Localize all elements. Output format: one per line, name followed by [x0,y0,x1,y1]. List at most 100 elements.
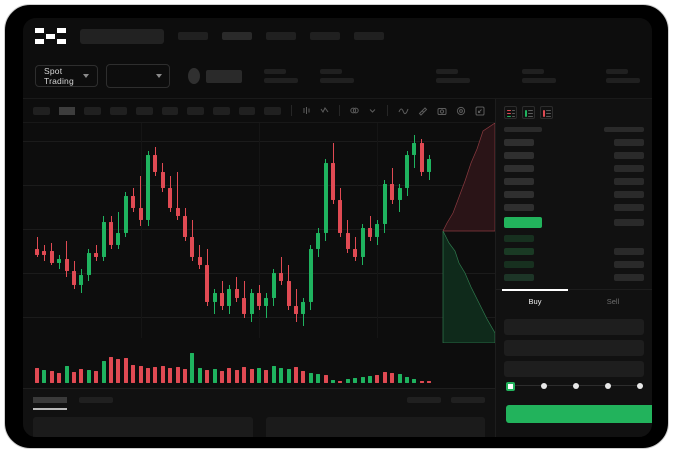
volume-bar [146,368,150,383]
line-chart-icon[interactable] [398,106,409,115]
orderbook-asks [496,136,652,214]
nav-item-2[interactable] [266,32,296,40]
grid-line [141,123,142,338]
timeframe-7[interactable] [213,106,230,115]
timeframe-4[interactable] [135,106,153,115]
orderbook-row[interactable] [504,149,644,162]
timeframe-3[interactable] [110,106,127,115]
orderbook-row[interactable] [504,245,644,258]
orders-tab-0[interactable] [33,397,67,410]
stepper-dot-3[interactable] [573,383,579,389]
primary-nav [178,32,384,40]
chevron-down-icon[interactable] [368,106,377,115]
orders-card-0[interactable] [33,417,253,437]
nav-item-1[interactable] [222,32,252,40]
candle [271,269,276,306]
chart-toolbar [23,99,495,123]
orders-action-1[interactable] [451,397,485,403]
orderbook-bids-icon[interactable] [522,106,535,119]
candle [242,281,247,318]
orderbook-row[interactable] [504,232,644,245]
candle [168,175,173,213]
nav-item-0[interactable] [178,32,208,40]
candle [294,289,298,322]
volume-bar [397,374,402,383]
candle [279,256,284,286]
indicator-icon[interactable] [320,106,329,115]
candle [331,143,335,205]
chevron-down-icon [82,74,89,78]
candle [249,289,254,322]
orderbook-row[interactable] [504,162,644,175]
volume-bar [419,380,424,383]
candle [405,151,409,196]
logo-glyph-k [46,28,55,44]
orderbook-row[interactable] [504,175,644,188]
orderbook-both-icon[interactable] [504,106,517,119]
compare-icon[interactable] [350,106,359,115]
pair-selector[interactable] [105,64,171,88]
timeframe-5[interactable] [161,106,179,115]
timeframe-2[interactable] [84,106,102,115]
market-stat-label [264,69,287,74]
order-total-input[interactable] [504,361,644,377]
order-price-input[interactable] [504,319,644,335]
market-stat-0 [264,69,299,83]
trading-mode-label: Spot Trading [44,66,74,86]
bid-amount [614,274,644,281]
candle [160,163,165,192]
snapshot-icon[interactable] [437,106,447,116]
orderbook-row[interactable] [504,136,644,149]
candle [183,208,187,241]
volume-bar [390,373,395,383]
candle [116,212,121,249]
settings-icon[interactable] [456,106,466,116]
stepper-dot-5[interactable] [637,383,643,389]
order-amount-input[interactable] [504,340,644,356]
orderbook-row[interactable] [504,188,644,201]
volume-bar [234,370,239,383]
timeframe-0[interactable] [33,106,50,115]
orderbook-asks-icon[interactable] [540,106,553,119]
orders-tab-1[interactable] [79,397,113,403]
bid-price [504,274,534,281]
timeframe-9[interactable] [264,106,282,115]
orderbook-row[interactable] [504,258,644,271]
timeframe-1[interactable] [58,106,76,115]
stepper-dot-1[interactable] [506,381,515,391]
orderbook-row[interactable] [504,201,644,214]
stepper-dot-4[interactable] [605,383,611,389]
volume-bar [101,361,106,383]
fullscreen-icon[interactable] [475,106,485,116]
tab-buy[interactable]: Buy [496,289,574,312]
volume-bar [168,368,173,383]
volume-bar [175,367,180,383]
nav-item-4[interactable] [354,32,384,40]
search-input[interactable] [80,28,164,44]
timeframe-8[interactable] [238,106,256,115]
nav-item-3[interactable] [310,32,340,40]
volume-bar [331,380,335,383]
okx-logo[interactable] [35,28,66,44]
timeframe-6[interactable] [187,106,205,115]
trading-mode-selector[interactable]: Spot Trading [35,65,98,87]
ask-amount [614,152,644,159]
stepper-dot-2[interactable] [541,383,547,389]
orderbook-row[interactable] [504,271,644,284]
volume-bar [382,372,387,383]
price-chart[interactable] [23,123,495,388]
orderbook-header [496,125,652,136]
volume-bar [345,379,350,383]
candlestick-type-icon[interactable] [302,106,311,115]
candle [353,236,358,261]
volume-bar [279,368,284,383]
tab-sell[interactable]: Sell [606,297,620,306]
volume-bar [116,359,121,383]
orders-card-1[interactable] [265,417,485,437]
eraser-icon[interactable] [418,106,428,116]
candle [153,147,158,176]
ask-price [504,191,534,198]
volume-series [23,349,495,383]
primary-cta-button[interactable] [506,405,652,423]
orders-action-0[interactable] [407,397,441,403]
